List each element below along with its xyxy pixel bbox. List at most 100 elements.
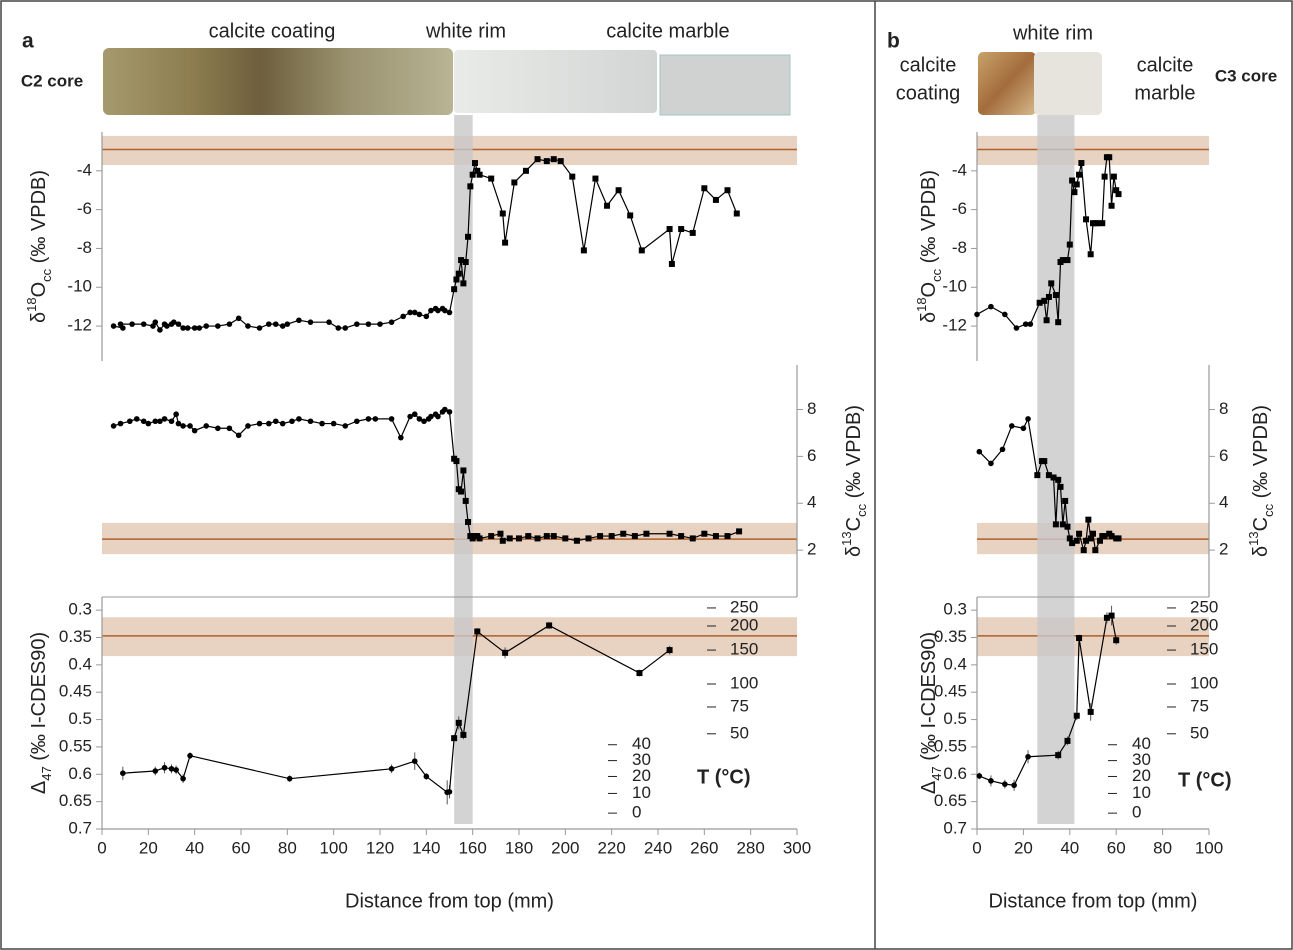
y-tick-label: -8 bbox=[77, 238, 92, 257]
y-axis-label-part: δ bbox=[843, 546, 865, 557]
data-point bbox=[152, 768, 159, 774]
x-tick-label: 100 bbox=[319, 838, 347, 857]
temperature-tick-label: 20 bbox=[632, 766, 651, 785]
data-point bbox=[1059, 521, 1066, 528]
data-point bbox=[455, 270, 462, 277]
y-axis-label-part: 18 bbox=[914, 297, 929, 311]
data-point bbox=[1027, 321, 1034, 327]
data-point bbox=[1090, 530, 1096, 537]
data-point bbox=[1099, 220, 1106, 227]
y-tick-label: 0.5 bbox=[943, 709, 967, 728]
data-point bbox=[1108, 202, 1115, 209]
data-point bbox=[550, 156, 557, 163]
data-point bbox=[168, 766, 175, 772]
data-point bbox=[1036, 299, 1043, 306]
data-point bbox=[342, 325, 349, 331]
data-point bbox=[235, 315, 242, 322]
data-point bbox=[1034, 472, 1041, 479]
series-connector bbox=[1029, 302, 1041, 325]
data-point bbox=[1083, 537, 1090, 544]
y-tick-label: -10 bbox=[67, 277, 92, 296]
x-tick-label: 300 bbox=[783, 838, 811, 857]
data-point bbox=[1062, 497, 1069, 504]
data-point bbox=[1073, 712, 1080, 719]
y-tick-label: 6 bbox=[1219, 446, 1228, 465]
x-tick-label: 60 bbox=[232, 838, 251, 857]
data-point bbox=[460, 731, 467, 738]
data-point bbox=[455, 719, 462, 726]
y-axis-label-part: 47 bbox=[929, 766, 944, 780]
data-point bbox=[398, 434, 404, 441]
panel-label: a bbox=[22, 30, 34, 53]
data-point bbox=[458, 488, 465, 495]
data-point bbox=[164, 323, 170, 329]
y-axis-label-part: O bbox=[28, 282, 50, 298]
data-point bbox=[499, 210, 506, 217]
data-point bbox=[365, 416, 372, 422]
data-point bbox=[296, 416, 302, 422]
data-point bbox=[1057, 483, 1064, 490]
data-point bbox=[1002, 311, 1008, 318]
data-point bbox=[1066, 535, 1073, 542]
data-point bbox=[1022, 321, 1029, 327]
data-point bbox=[120, 770, 126, 776]
data-point bbox=[453, 276, 460, 283]
y-tick-label: 2 bbox=[1219, 540, 1228, 559]
data-point bbox=[1087, 535, 1094, 542]
temperature-tick-label: 150 bbox=[730, 640, 758, 659]
y-tick-label: 8 bbox=[1219, 399, 1228, 418]
data-point bbox=[354, 418, 360, 425]
series-connector bbox=[448, 738, 455, 792]
data-point bbox=[557, 158, 564, 165]
data-point bbox=[442, 406, 448, 413]
data-point bbox=[712, 533, 719, 540]
data-point bbox=[161, 416, 168, 422]
data-point bbox=[161, 764, 168, 771]
temperature-tick-label: 250 bbox=[730, 597, 758, 616]
data-point bbox=[400, 313, 406, 320]
data-point bbox=[1108, 612, 1115, 619]
data-point bbox=[988, 460, 994, 467]
data-point bbox=[1096, 537, 1103, 544]
y-tick-label: 0.55 bbox=[59, 736, 92, 755]
data-point bbox=[1052, 521, 1059, 528]
y-axis-label: δ18Occ (‰ VPDB) bbox=[24, 170, 54, 323]
temperature-tick-label: 75 bbox=[730, 696, 749, 715]
y-axis-label-part: cc bbox=[1261, 503, 1276, 517]
data-point bbox=[497, 530, 504, 537]
data-point bbox=[1055, 476, 1062, 483]
data-point bbox=[307, 319, 314, 325]
data-point bbox=[1113, 187, 1120, 194]
x-tick-label: 20 bbox=[139, 838, 158, 857]
data-line bbox=[978, 418, 1029, 465]
core-photo bbox=[1034, 52, 1102, 115]
data-point bbox=[1069, 540, 1076, 547]
temperature-tick-label: 40 bbox=[1132, 734, 1151, 753]
data-point bbox=[117, 420, 124, 427]
data-point bbox=[203, 423, 210, 429]
data-point bbox=[110, 423, 117, 429]
data-point bbox=[736, 528, 743, 535]
data-point bbox=[296, 317, 302, 324]
data-point bbox=[608, 533, 615, 540]
data-point bbox=[272, 418, 279, 425]
data-point bbox=[1059, 257, 1066, 264]
data-point bbox=[597, 533, 604, 540]
data-point bbox=[168, 418, 175, 425]
x-tick-label: 80 bbox=[278, 838, 297, 857]
data-point bbox=[428, 307, 434, 314]
temperature-tick-label: 100 bbox=[1190, 673, 1218, 692]
data-point bbox=[569, 173, 576, 180]
temperature-tick-label: 100 bbox=[730, 673, 758, 692]
core-photo bbox=[103, 48, 453, 115]
data-point bbox=[416, 311, 423, 318]
y-axis-label: δ18Occ (‰ VPDB) bbox=[914, 170, 944, 323]
y-axis-label-part: Δ bbox=[28, 781, 50, 794]
data-point bbox=[638, 247, 645, 254]
temperature-tick-label: 50 bbox=[730, 723, 749, 742]
x-tick-label: 0 bbox=[972, 838, 981, 857]
data-point bbox=[423, 313, 430, 320]
photo-label: calcite marble bbox=[606, 20, 729, 42]
x-tick-label: 220 bbox=[597, 838, 625, 857]
data-point bbox=[580, 247, 587, 254]
